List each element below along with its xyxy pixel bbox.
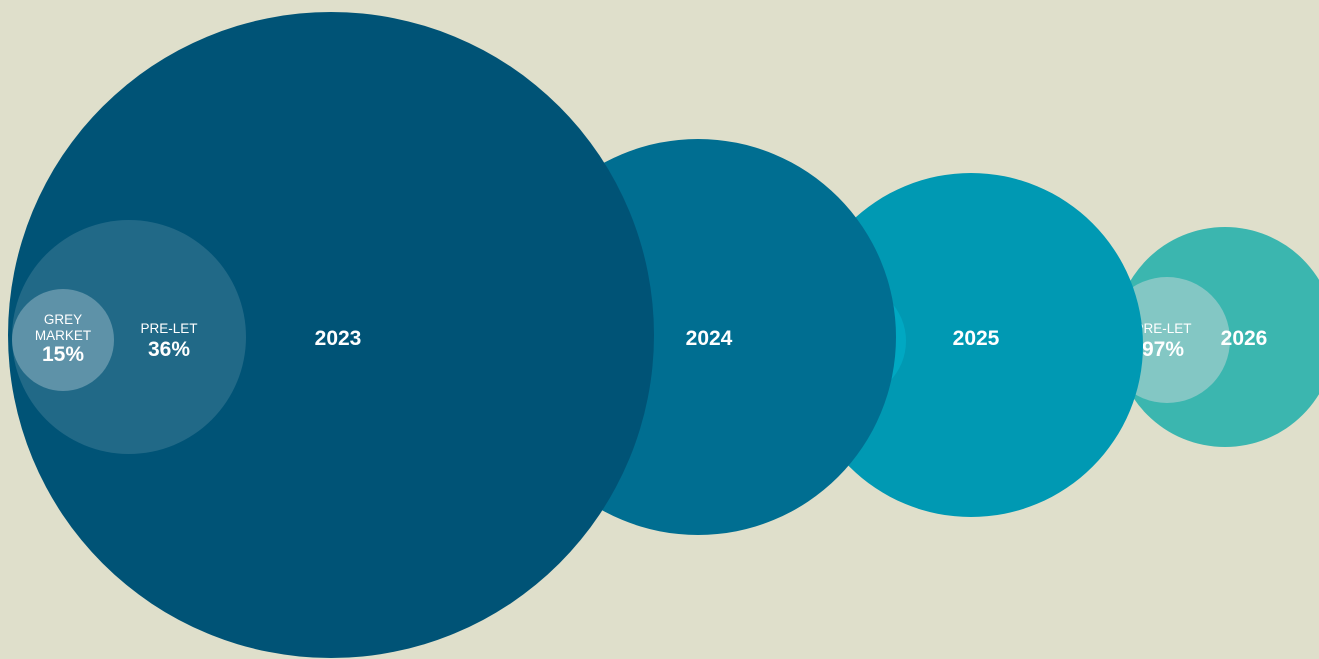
bubble-2025: [799, 173, 1143, 517]
year-label: 2026: [1221, 327, 1268, 350]
year-label: 2023: [315, 327, 362, 350]
bubble-2023-grey-market: [12, 289, 114, 391]
bubble-2023: [8, 12, 654, 658]
year-label: 2024: [686, 327, 733, 350]
bubble-2023-pre-let: [12, 220, 246, 454]
year-label: 2025: [953, 327, 1000, 350]
segment-label: PRE-LET: [1134, 321, 1191, 336]
segment-value: 97%: [1142, 338, 1184, 361]
segment-label: PRE-LET: [140, 321, 197, 336]
segment-label: GREY: [44, 312, 82, 327]
segment-value: 15%: [42, 343, 84, 366]
segment-label: MARKET: [35, 328, 91, 343]
segment-value: 36%: [148, 338, 190, 361]
